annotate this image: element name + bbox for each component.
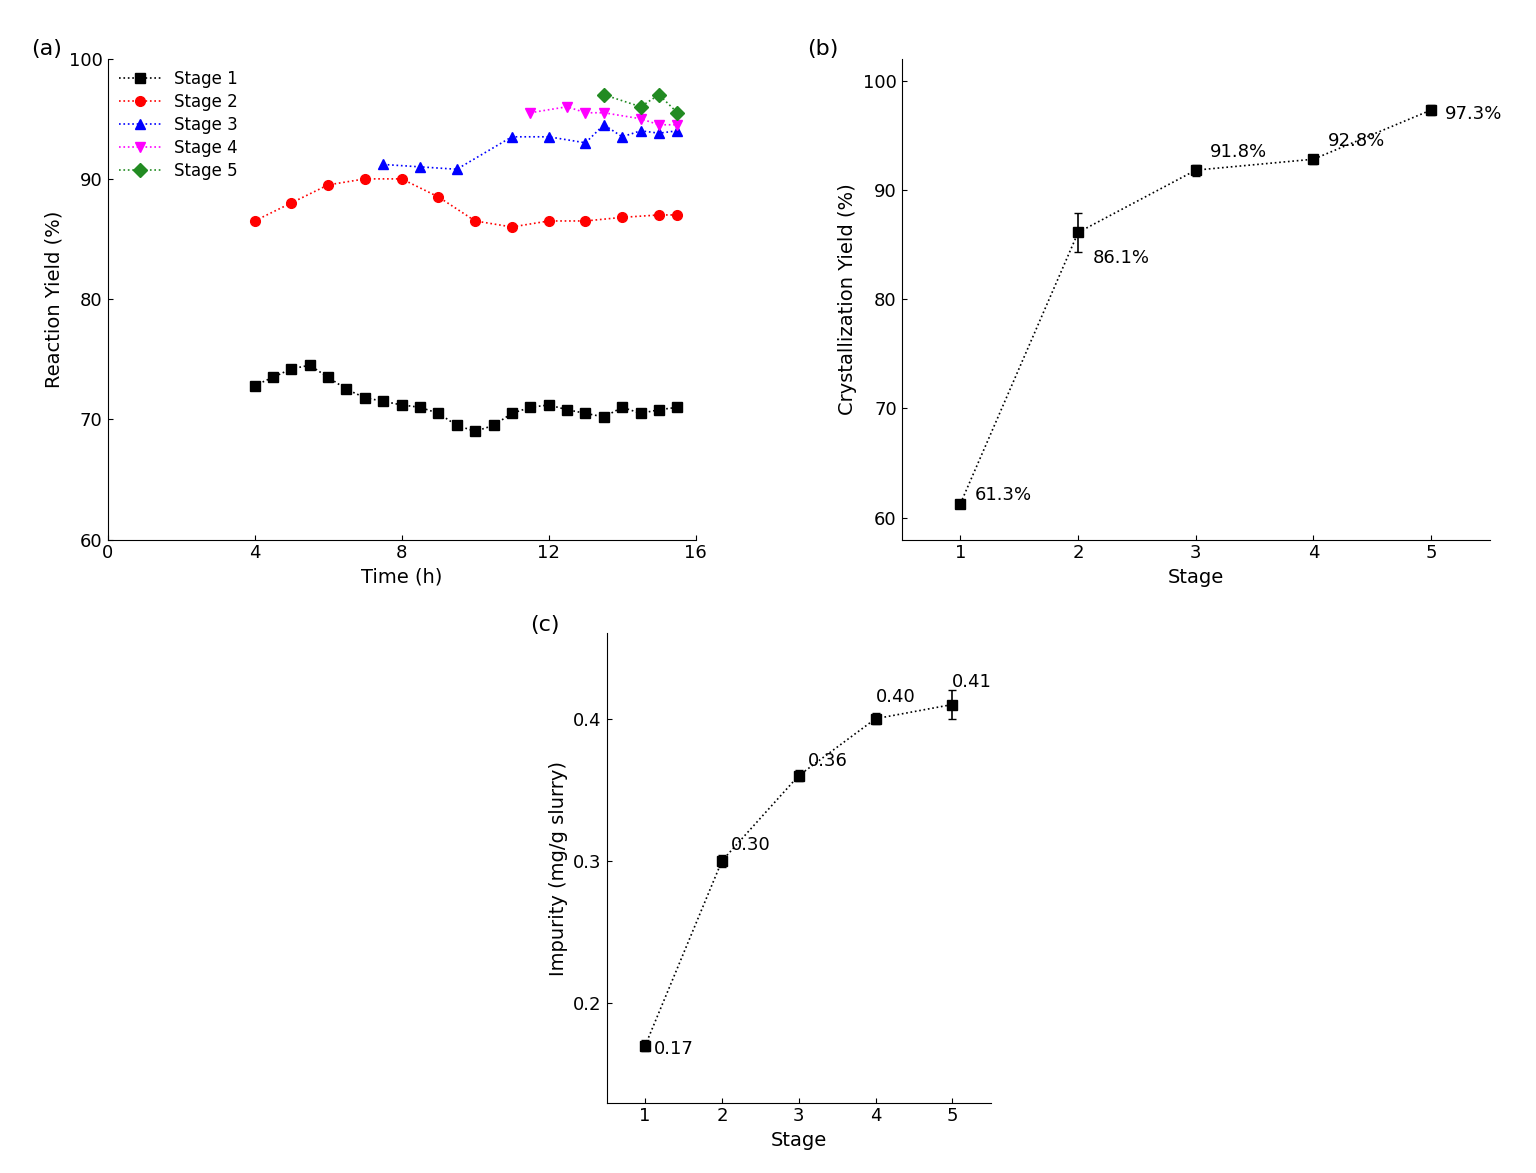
Stage 2 — [429, 190, 447, 204]
Text: 0.40: 0.40 — [876, 687, 915, 706]
Stage 1 — [264, 371, 283, 385]
Stage 1 — [410, 400, 429, 414]
Text: 61.3%: 61.3% — [975, 487, 1032, 504]
Text: (a): (a) — [31, 40, 61, 60]
Stage 1 — [465, 425, 484, 439]
Stage 2 — [392, 171, 410, 185]
Legend: Stage 1, Stage 2, Stage 3, Stage 4, Stage 5: Stage 1, Stage 2, Stage 3, Stage 4, Stag… — [112, 63, 244, 187]
Line: Stage 4: Stage 4 — [525, 102, 682, 130]
Text: (c): (c) — [530, 615, 559, 635]
Stage 1 — [375, 394, 393, 408]
Stage 2 — [613, 210, 631, 224]
X-axis label: Stage: Stage — [771, 1131, 826, 1150]
Stage 4 — [650, 117, 668, 131]
Stage 4 — [594, 106, 613, 120]
Text: (b): (b) — [808, 40, 839, 60]
Stage 1 — [319, 371, 338, 385]
Text: 97.3%: 97.3% — [1445, 104, 1502, 123]
Stage 1 — [650, 402, 668, 416]
Stage 1 — [392, 398, 410, 412]
Stage 3 — [576, 136, 594, 150]
Stage 2 — [576, 213, 594, 228]
X-axis label: Stage: Stage — [1167, 568, 1224, 586]
Text: 0.30: 0.30 — [731, 835, 771, 854]
Stage 2 — [246, 213, 264, 228]
Y-axis label: Reaction Yield (%): Reaction Yield (%) — [45, 210, 63, 388]
Stage 2 — [650, 208, 668, 222]
Line: Stage 5: Stage 5 — [599, 90, 682, 117]
Stage 3 — [502, 130, 521, 144]
Stage 1 — [447, 419, 465, 433]
Stage 2 — [502, 221, 521, 235]
Y-axis label: Crystallization Yield (%): Crystallization Yield (%) — [839, 183, 857, 415]
Text: 0.41: 0.41 — [952, 673, 992, 691]
Stage 2 — [356, 171, 375, 185]
Stage 4 — [558, 100, 576, 114]
Stage 2 — [283, 196, 301, 210]
Stage 5 — [594, 88, 613, 102]
Stage 1 — [246, 379, 264, 393]
Stage 5 — [631, 100, 650, 114]
Line: Stage 3: Stage 3 — [378, 120, 682, 174]
Stage 5 — [668, 106, 687, 120]
Stage 3 — [613, 130, 631, 144]
Stage 4 — [576, 106, 594, 120]
Stage 4 — [668, 117, 687, 131]
Text: 0.36: 0.36 — [808, 752, 848, 769]
Text: 91.8%: 91.8% — [1210, 143, 1267, 161]
Stage 4 — [631, 111, 650, 126]
Stage 1 — [668, 400, 687, 414]
Line: Stage 1: Stage 1 — [250, 360, 682, 436]
Stage 3 — [668, 123, 687, 137]
Stage 2 — [465, 213, 484, 228]
Stage 4 — [521, 106, 539, 120]
Stage 3 — [594, 117, 613, 131]
Stage 1 — [521, 400, 539, 414]
Stage 1 — [558, 402, 576, 416]
Y-axis label: Impurity (mg/g slurry): Impurity (mg/g slurry) — [548, 760, 568, 976]
Stage 3 — [375, 157, 393, 171]
Stage 2 — [668, 208, 687, 222]
Stage 1 — [301, 358, 319, 372]
Stage 1 — [484, 419, 502, 433]
Stage 5 — [650, 88, 668, 102]
Stage 1 — [283, 361, 301, 375]
Stage 1 — [631, 406, 650, 420]
Stage 2 — [539, 213, 558, 228]
Stage 1 — [338, 382, 356, 396]
Stage 1 — [356, 391, 375, 405]
Stage 3 — [650, 127, 668, 141]
Stage 3 — [447, 162, 465, 176]
Text: 0.17: 0.17 — [654, 1040, 694, 1058]
Stage 1 — [429, 406, 447, 420]
Stage 1 — [576, 406, 594, 420]
Stage 1 — [613, 400, 631, 414]
Text: 86.1%: 86.1% — [1092, 249, 1149, 267]
Stage 1 — [539, 398, 558, 412]
Stage 3 — [631, 123, 650, 137]
Stage 3 — [539, 130, 558, 144]
Stage 2 — [319, 178, 338, 192]
Stage 3 — [410, 160, 429, 174]
Line: Stage 2: Stage 2 — [250, 174, 682, 232]
Text: 92.8%: 92.8% — [1327, 133, 1385, 150]
Stage 1 — [502, 406, 521, 420]
Stage 1 — [594, 409, 613, 423]
X-axis label: Time (h): Time (h) — [361, 568, 442, 586]
